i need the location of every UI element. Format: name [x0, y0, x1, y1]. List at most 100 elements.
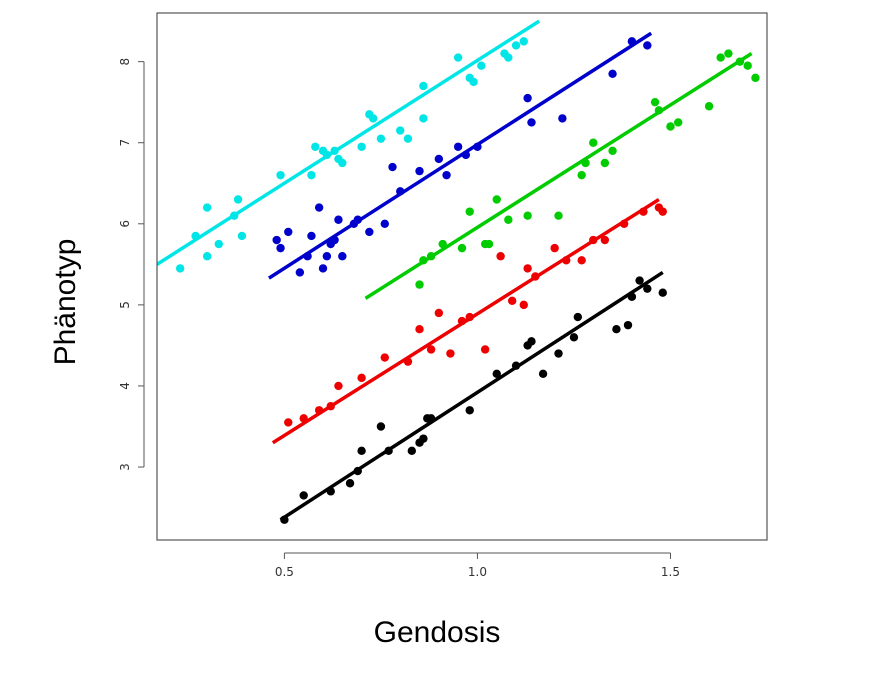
- data-point: [704, 102, 714, 111]
- data-point: [469, 77, 478, 87]
- data-point: [623, 320, 633, 330]
- data-point: [202, 252, 212, 261]
- data-point: [338, 158, 347, 168]
- data-point: [175, 264, 185, 273]
- data-point: [299, 491, 308, 500]
- data-point: [477, 61, 486, 70]
- y-axis-title: Phänotyp: [49, 239, 82, 366]
- x-tick-label: 0.5: [275, 565, 294, 579]
- data-point: [511, 41, 521, 50]
- series-4: [271, 197, 667, 445]
- data-point: [577, 256, 586, 265]
- data-point: [237, 231, 247, 241]
- data-point: [322, 252, 332, 261]
- data-point: [554, 349, 563, 358]
- data-point: [496, 252, 505, 261]
- data-point: [311, 142, 320, 151]
- data-point: [600, 158, 610, 168]
- trend-line: [157, 19, 541, 266]
- data-point: [376, 422, 386, 431]
- data-point: [233, 195, 243, 204]
- data-point: [600, 235, 610, 245]
- data-point: [465, 406, 474, 415]
- data-point: [365, 227, 374, 237]
- data-point: [314, 203, 324, 212]
- series-3: [364, 49, 760, 300]
- data-point: [743, 61, 752, 70]
- data-point: [635, 276, 644, 285]
- data-point: [523, 93, 532, 103]
- data-point: [415, 280, 424, 289]
- data-point: [554, 211, 563, 220]
- series-2: [268, 31, 653, 280]
- data-point: [608, 69, 617, 79]
- data-point: [426, 345, 436, 354]
- data-point: [357, 446, 366, 456]
- data-point: [674, 118, 683, 127]
- data-point: [643, 41, 652, 50]
- trend-line: [364, 52, 753, 300]
- data-point: [357, 373, 366, 383]
- y-tick-label: 4: [118, 382, 132, 390]
- data-point: [538, 369, 548, 378]
- y-tick-label: 7: [118, 139, 132, 147]
- data-point: [334, 215, 343, 224]
- data-point: [612, 325, 621, 334]
- chart-marks: [157, 19, 760, 524]
- data-point: [569, 333, 579, 342]
- data-point: [558, 114, 567, 123]
- data-point: [276, 170, 285, 180]
- y-tick-label: 5: [118, 301, 132, 309]
- data-point: [284, 227, 293, 237]
- series-5: [279, 270, 667, 524]
- data-point: [751, 73, 760, 83]
- plot-frame: [156, 12, 768, 541]
- data-point: [608, 146, 617, 156]
- x-tick-label: 1.5: [661, 565, 680, 579]
- data-point: [272, 235, 281, 245]
- data-point: [519, 300, 528, 310]
- y-tick-label: 8: [118, 58, 132, 66]
- data-point: [492, 195, 501, 204]
- data-point: [396, 126, 405, 135]
- data-point: [214, 239, 223, 249]
- data-point: [504, 53, 513, 62]
- data-point: [307, 170, 316, 180]
- data-point: [650, 97, 660, 107]
- data-point: [724, 49, 733, 58]
- data-point: [415, 166, 424, 176]
- data-point: [442, 170, 451, 180]
- data-point: [284, 418, 293, 427]
- trend-line: [279, 270, 664, 522]
- x-axis-title: Gendosis: [374, 616, 501, 649]
- data-point: [527, 337, 536, 346]
- data-point: [465, 207, 474, 216]
- data-point: [357, 142, 366, 151]
- series-1: [157, 19, 541, 273]
- data-point: [577, 170, 586, 180]
- data-point: [716, 53, 725, 62]
- data-point: [380, 219, 389, 228]
- data-point: [527, 118, 536, 127]
- data-point: [480, 345, 490, 354]
- data-point: [573, 312, 583, 322]
- data-point: [338, 252, 347, 261]
- data-point: [388, 162, 397, 172]
- data-point: [504, 215, 513, 224]
- data-point: [666, 122, 675, 131]
- data-point: [519, 37, 528, 46]
- chart-axes: 0.5 1.0 1.5 3 4 5 6 7 8: [118, 12, 768, 579]
- data-point: [380, 353, 389, 362]
- data-point: [345, 479, 355, 488]
- y-axis: 3 4 5 6 7 8: [118, 58, 145, 471]
- data-point: [334, 381, 343, 391]
- data-point: [318, 264, 328, 273]
- data-point: [453, 53, 463, 62]
- data-point: [446, 349, 455, 358]
- data-point: [403, 134, 413, 143]
- data-point: [307, 231, 316, 241]
- x-axis: 0.5 1.0 1.5: [275, 552, 680, 579]
- data-point: [658, 207, 667, 216]
